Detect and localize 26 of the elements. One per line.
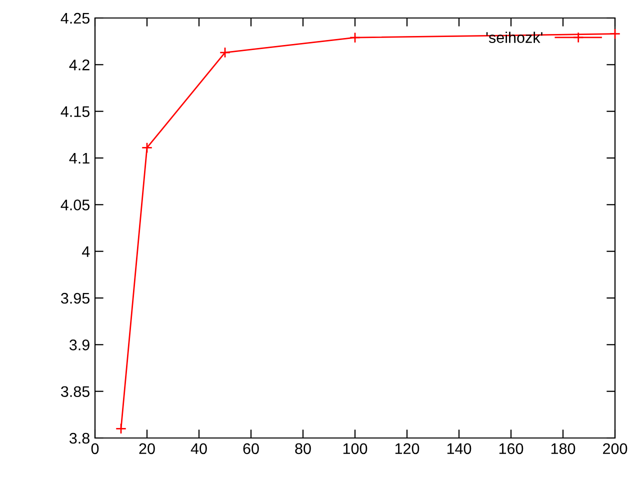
x-tick-label: 100 (343, 443, 368, 454)
point (609, 28, 621, 40)
y-tick-label: 4.25 (60, 12, 90, 24)
x-tick-label: 60 (243, 443, 259, 454)
x-tick-label: 120 (395, 443, 420, 454)
y-tick-label: 3.95 (60, 292, 90, 304)
y-tick-label: 4.15 (60, 106, 90, 118)
point (141, 142, 153, 154)
y-tick-label: 4 (82, 246, 90, 257)
x-tick-label: 180 (551, 443, 576, 454)
point (349, 32, 361, 44)
x-tick-label: 80 (295, 443, 311, 454)
point (115, 423, 127, 434)
x-tick-label: 160 (499, 443, 524, 454)
x-tick-label: 140 (447, 443, 472, 454)
point (219, 46, 231, 58)
y-tick-label: 4.05 (60, 200, 90, 210)
x-tick-label: 200 (603, 443, 628, 454)
x-tick-label: 0 (91, 443, 99, 454)
y-tick-label: 3.85 (60, 386, 90, 398)
y-tick-label: 4.1 (69, 153, 90, 164)
x-tick-label: 40 (190, 443, 207, 454)
y-tick-label: 3.9 (69, 340, 90, 350)
y-tick-label: 3.8 (69, 432, 90, 444)
x-tick-label: 20 (139, 443, 155, 454)
y-tick-label: 4.2 (69, 60, 90, 70)
